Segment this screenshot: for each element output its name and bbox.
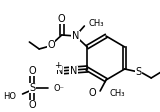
Text: CH₃: CH₃ [110, 88, 125, 98]
Text: O: O [47, 40, 55, 50]
Text: HO: HO [3, 92, 16, 100]
Text: O⁻: O⁻ [54, 84, 65, 93]
Text: O: O [29, 100, 36, 110]
Text: O: O [58, 14, 66, 24]
Text: O: O [29, 66, 36, 76]
Text: S: S [29, 83, 35, 93]
Text: N: N [56, 66, 64, 76]
Text: S: S [135, 67, 141, 77]
Text: +: + [54, 60, 62, 70]
Text: O: O [89, 88, 96, 98]
Text: N: N [72, 31, 79, 41]
Text: CH₃: CH₃ [88, 18, 104, 28]
Text: N: N [70, 66, 77, 76]
